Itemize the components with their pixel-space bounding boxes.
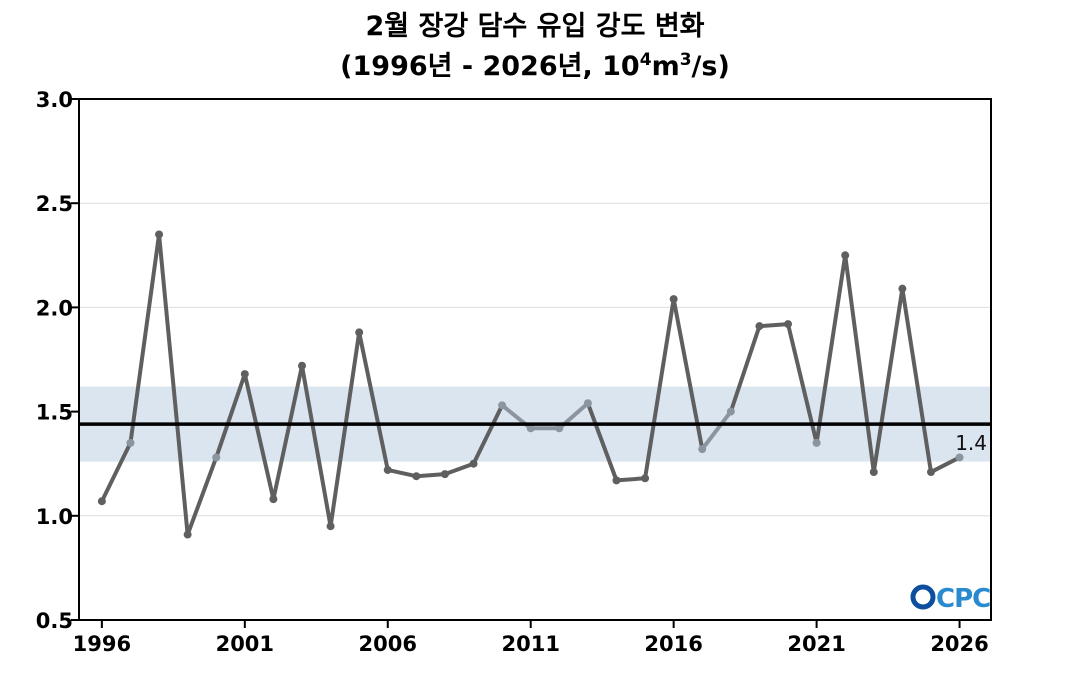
data-point bbox=[641, 474, 650, 483]
y-tick-label: 0.5 bbox=[36, 609, 73, 633]
data-point bbox=[841, 251, 850, 260]
series-segment bbox=[242, 372, 276, 502]
data-point bbox=[955, 453, 964, 462]
data-point bbox=[412, 472, 421, 481]
series-segment bbox=[871, 286, 905, 475]
series-segment bbox=[185, 455, 219, 537]
series-segment bbox=[843, 253, 876, 475]
data-point bbox=[383, 465, 392, 474]
x-tick-label: 2021 bbox=[787, 632, 845, 656]
subtitle-exponent-2: 3 bbox=[679, 50, 692, 70]
x-tick-label: 2011 bbox=[501, 632, 559, 656]
plot-area: 1.4 0.5 1.0 1.5 2.0 2.5 3.0 1996 2001 2006 2011 201… bbox=[36, 88, 992, 656]
subtitle-exponent-1: 4 bbox=[639, 50, 652, 70]
series-segment bbox=[385, 467, 419, 479]
data-point bbox=[926, 468, 935, 477]
data-point bbox=[726, 407, 735, 416]
series-segment bbox=[99, 440, 133, 504]
data-point bbox=[97, 497, 106, 506]
data-point bbox=[440, 470, 449, 479]
series-segment bbox=[928, 455, 962, 475]
data-point bbox=[526, 424, 535, 433]
y-tick-label: 2.5 bbox=[36, 192, 73, 216]
ocpc-logo: CPC bbox=[910, 584, 991, 614]
chart-subtitle: (1996년 - 2026년, 104m3/s) bbox=[0, 44, 1070, 83]
y-tick-label: 1.5 bbox=[36, 401, 73, 425]
y-tick-label: 2.0 bbox=[36, 296, 73, 320]
data-point bbox=[555, 424, 564, 433]
data-point bbox=[612, 476, 621, 485]
series-segment bbox=[643, 297, 676, 481]
subtitle-unit-m: m bbox=[651, 51, 680, 82]
series-segment bbox=[757, 322, 791, 329]
x-tick-label: 2001 bbox=[216, 632, 274, 656]
title-line-1: 2월 장강 담수 유입 강도 변화 bbox=[365, 11, 705, 42]
x-tick-label: 2006 bbox=[359, 632, 417, 656]
series-segment bbox=[328, 330, 362, 529]
data-point bbox=[269, 495, 278, 504]
x-tick-label: 2016 bbox=[644, 632, 702, 656]
data-point bbox=[355, 328, 364, 337]
subtitle-suffix: /s) bbox=[691, 51, 730, 82]
series-segment bbox=[614, 476, 648, 483]
data-point bbox=[784, 320, 793, 329]
y-tick-label: 3.0 bbox=[36, 88, 73, 112]
series-segment bbox=[357, 330, 390, 472]
data-point bbox=[469, 459, 478, 468]
data-point bbox=[155, 230, 164, 239]
mean-annotation: 1.4 bbox=[955, 431, 987, 455]
logo-text: CPC bbox=[936, 584, 990, 614]
series-segment bbox=[214, 372, 247, 460]
data-point bbox=[583, 399, 592, 408]
data-point bbox=[240, 370, 249, 379]
series-segment bbox=[700, 409, 733, 452]
series-segment bbox=[299, 363, 333, 529]
data-point bbox=[498, 401, 507, 410]
series-segment bbox=[814, 253, 848, 445]
plot-frame bbox=[78, 98, 992, 621]
data-point bbox=[869, 468, 878, 477]
series-segment bbox=[157, 232, 190, 537]
series-segment bbox=[271, 363, 304, 502]
series-segment bbox=[442, 461, 476, 477]
data-point bbox=[669, 295, 678, 304]
series-segment bbox=[585, 401, 619, 483]
data-point bbox=[755, 322, 764, 331]
subtitle-prefix: (1996년 - 2026년, 10 bbox=[340, 51, 640, 82]
series-segment bbox=[728, 324, 762, 414]
data-point bbox=[212, 453, 221, 462]
data-point bbox=[898, 284, 907, 293]
data-point bbox=[326, 522, 335, 531]
data-point bbox=[812, 438, 821, 447]
data-point bbox=[698, 445, 707, 454]
series-segment bbox=[128, 232, 162, 445]
data-point bbox=[297, 361, 306, 370]
series-segment bbox=[414, 472, 447, 479]
series-segment bbox=[900, 286, 933, 475]
y-tick-label: 1.0 bbox=[36, 505, 73, 529]
series-segment bbox=[471, 403, 505, 466]
chart-title: 2월 장강 담수 유입 강도 변화 bbox=[0, 4, 1070, 43]
x-tick-label: 2026 bbox=[930, 632, 988, 656]
data-point bbox=[126, 438, 135, 447]
x-tick-label: 1996 bbox=[73, 632, 131, 656]
data-point bbox=[183, 530, 192, 539]
